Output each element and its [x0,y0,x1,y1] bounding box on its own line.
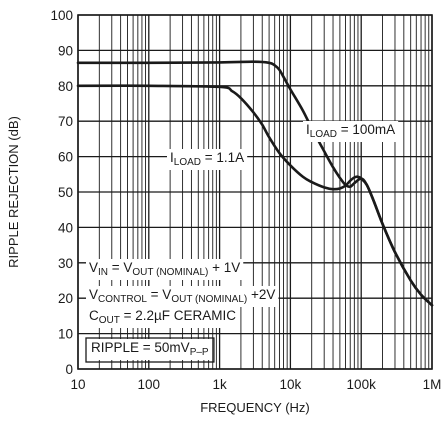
y-axis-label: RIPPLE REJECTION (dB) [6,116,21,268]
y-tick-label: 90 [58,43,73,58]
series-line-2 [76,84,434,307]
annotation-cout-background [86,307,240,328]
plot-frame [77,14,433,370]
y-tick-label: 100 [50,8,73,23]
ripple-annotation-box [85,337,215,363]
label-iload-100ma: ILOAD​ = 100mA [303,121,399,142]
y-axis-ticks: 0 10 20 30 40 50 60 70 80 90 100 [50,8,73,377]
x-tick-label: 1M [423,377,442,392]
y-tick-label: 40 [58,220,73,235]
annotation-vcontrol-background [86,286,279,307]
y-tick-label: 50 [58,185,73,200]
y-tick-label: 60 [58,150,73,165]
y-tick-label: 10 [58,327,73,342]
annotation-ripple-background [88,339,212,360]
y-tick-label: 70 [58,114,73,129]
annotation-ripple-text: RIPPLE = 50mVP–P​ [91,340,209,358]
annotation-vcontrol: VCONTROL​ = VOUT (NOMINAL)​ +2V [86,286,279,307]
annotation-vin: VIN​ = VOUT (NOMINAL)​ + 1V [86,259,244,280]
series-curves [76,60,434,307]
annotation-vcontrol-text: VCONTROL​ = VOUT (NOMINAL)​ +2V [89,287,275,305]
label-iload-100ma-background [303,121,399,142]
annotation-vin-text: VIN​ = VOUT (NOMINAL)​ + 1V [89,260,240,278]
y-tick-label: 30 [58,256,73,271]
y-tick-label: 0 [65,362,73,377]
x-tick-label: 100k [347,377,377,392]
x-axis-label: FREQUENCY (Hz) [200,400,310,415]
x-tick-label: 10k [280,377,302,392]
x-tick-label: 10 [70,377,85,392]
y-tick-label: 20 [58,291,73,306]
annotation-ripple: RIPPLE = 50mVP–P​ [85,337,215,363]
y-tick-label: 80 [58,79,73,94]
x-axis-ticks: 10 100 1k 10k 100k 1M [70,377,441,392]
label-iload-100ma-text: ILOAD​ = 100mA [306,122,395,140]
label-iload-1-1a: ILOAD​ = 1.1A [167,149,248,170]
x-tick-label: 100 [138,377,161,392]
label-iload-1-1a-background [167,149,248,170]
annotations: ILOAD​ = 100mA ILOAD​ = 1.1A VIN​ = VOUT (… [85,121,399,363]
annotation-cout: COUT​ = 2.2µF CERAMIC [86,307,240,328]
label-iload-1-1a-text: ILOAD​ = 1.1A [170,150,244,168]
x-tick-label: 1k [212,377,227,392]
annotation-cout-text: COUT​ = 2.2µF CERAMIC [89,308,236,326]
annotation-vin-background [86,259,244,280]
